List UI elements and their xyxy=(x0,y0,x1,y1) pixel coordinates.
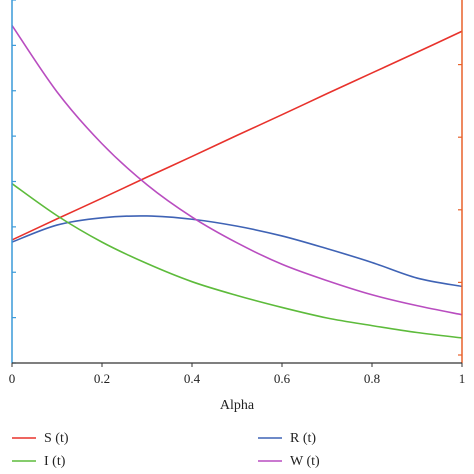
series-line xyxy=(11,24,463,316)
x-tick-label: 1 xyxy=(459,371,466,386)
x-tick-label: 0.8 xyxy=(364,371,380,386)
x-axis-tick-labels: 0 0.2 0.4 0.6 0.8 1 xyxy=(9,371,466,386)
series-line xyxy=(11,30,463,241)
x-tick-label: 0.2 xyxy=(94,371,110,386)
legend-label: I (t) xyxy=(44,454,66,469)
x-axis-ticks xyxy=(11,363,463,367)
x-tick-label: 0.6 xyxy=(274,371,291,386)
x-axis-title: Alpha xyxy=(220,398,255,413)
legend-label: R (t) xyxy=(290,431,316,446)
x-tick-label: 0 xyxy=(9,371,16,386)
series-line xyxy=(11,215,463,288)
legend-label: S (t) xyxy=(44,431,69,446)
series-line xyxy=(11,183,463,339)
legend: S (t) R (t) I (t) W (t) xyxy=(12,431,320,469)
plot-area xyxy=(12,0,462,363)
x-tick-label: 0.4 xyxy=(184,371,201,386)
series-layer xyxy=(11,24,463,339)
legend-label: W (t) xyxy=(290,454,320,469)
